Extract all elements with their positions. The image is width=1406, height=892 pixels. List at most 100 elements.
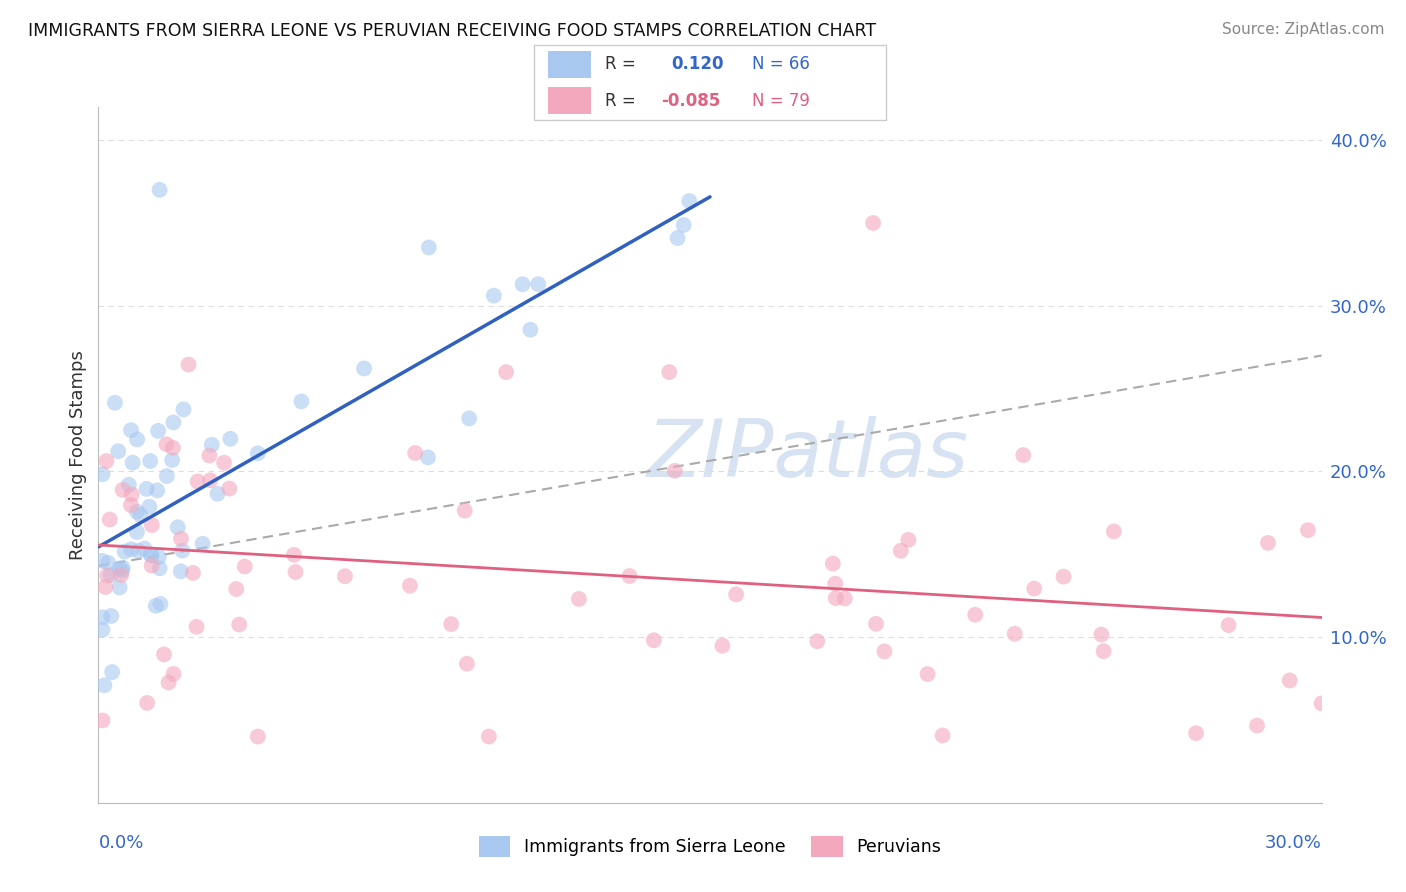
Point	[118, 478, 141, 492]
Point	[965, 607, 987, 622]
Point	[440, 617, 463, 632]
Point	[218, 482, 240, 496]
Point	[139, 548, 162, 562]
Point	[101, 665, 124, 679]
Point	[207, 487, 229, 501]
Point	[125, 524, 148, 539]
Point	[134, 541, 156, 556]
Point	[170, 532, 193, 546]
Point	[482, 288, 505, 302]
Point	[108, 581, 131, 595]
Point	[824, 576, 846, 591]
Point	[1218, 618, 1240, 632]
Point	[664, 464, 686, 478]
Point	[666, 231, 689, 245]
Point	[246, 730, 269, 744]
Point	[153, 648, 176, 662]
Point	[1052, 569, 1074, 583]
Point	[108, 562, 131, 576]
Point	[418, 240, 440, 254]
Point	[172, 543, 194, 558]
Point	[146, 424, 169, 438]
Point	[456, 657, 478, 671]
Point	[187, 475, 209, 489]
Point	[141, 558, 163, 573]
Point	[495, 365, 517, 379]
Point	[98, 512, 121, 526]
Point	[111, 564, 134, 578]
Point	[148, 549, 170, 564]
Point	[284, 565, 307, 579]
Point	[170, 565, 193, 579]
Point	[136, 696, 159, 710]
Point	[100, 568, 122, 582]
Point	[100, 609, 122, 624]
Point	[141, 518, 163, 533]
Point	[678, 194, 700, 208]
Point	[91, 714, 114, 728]
Point	[96, 454, 118, 468]
Point	[186, 620, 208, 634]
Point	[821, 557, 844, 571]
Point	[917, 667, 939, 681]
Point	[219, 432, 242, 446]
Point	[125, 505, 148, 519]
Point	[1024, 582, 1046, 596]
Point	[141, 549, 163, 563]
Text: R =: R =	[605, 55, 636, 73]
Point	[458, 411, 481, 425]
Bar	[548, 87, 591, 114]
Point	[114, 544, 136, 558]
Point	[454, 503, 477, 517]
Point	[806, 634, 828, 648]
Point	[91, 610, 114, 624]
Point	[353, 361, 375, 376]
Point	[290, 394, 312, 409]
Point	[135, 482, 157, 496]
Point	[1310, 697, 1333, 711]
Point	[1012, 448, 1035, 462]
Point	[404, 446, 426, 460]
Text: ZIPatlas: ZIPatlas	[647, 416, 969, 494]
Point	[399, 579, 422, 593]
Point	[865, 616, 887, 631]
Point	[104, 396, 127, 410]
Point	[162, 416, 184, 430]
Text: 30.0%: 30.0%	[1265, 834, 1322, 852]
Point	[658, 365, 681, 379]
Point	[93, 678, 115, 692]
Point	[201, 438, 224, 452]
Point	[128, 544, 150, 558]
Point	[519, 323, 541, 337]
Point	[643, 633, 665, 648]
Point	[173, 402, 195, 417]
Point	[233, 559, 256, 574]
Point	[1092, 644, 1115, 658]
Point	[107, 444, 129, 458]
Point	[672, 218, 695, 232]
Point	[1004, 626, 1026, 640]
Point	[156, 469, 179, 483]
Point	[212, 456, 235, 470]
Point	[111, 560, 134, 574]
Point	[225, 582, 247, 596]
Point	[246, 446, 269, 460]
Legend: Immigrants from Sierra Leone, Peruvians: Immigrants from Sierra Leone, Peruvians	[471, 829, 949, 863]
Point	[619, 569, 641, 583]
Point	[121, 456, 143, 470]
Point	[478, 730, 501, 744]
Point	[527, 277, 550, 292]
Point	[139, 454, 162, 468]
Point	[110, 568, 132, 582]
Point	[177, 358, 200, 372]
Point	[157, 675, 180, 690]
Point	[94, 580, 117, 594]
Text: N = 79: N = 79	[752, 92, 810, 110]
Text: 0.0%: 0.0%	[98, 834, 143, 852]
Point	[120, 542, 142, 557]
Point	[181, 566, 204, 580]
Text: 0.120: 0.120	[672, 55, 724, 73]
Text: -0.085: -0.085	[661, 92, 720, 110]
Point	[160, 453, 183, 467]
Point	[873, 644, 896, 658]
